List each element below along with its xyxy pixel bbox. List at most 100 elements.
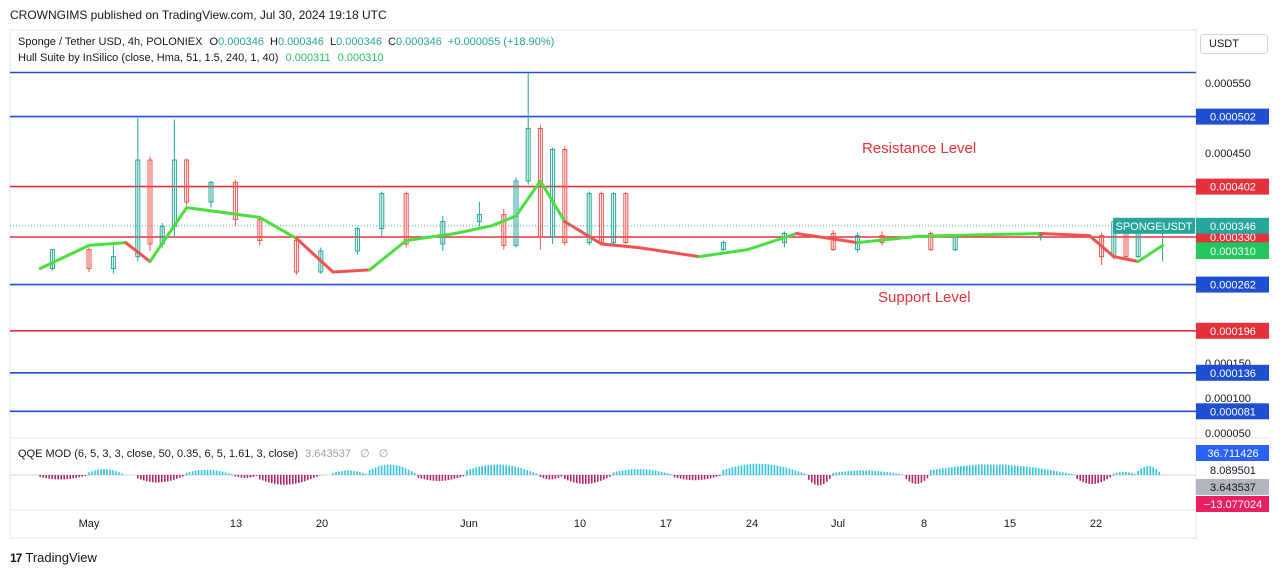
level-tag — [1196, 178, 1269, 195]
candle-body — [184, 159, 190, 203]
level-tag — [1196, 364, 1269, 381]
hull-segment — [453, 224, 494, 235]
hull-segment — [490, 214, 518, 228]
footer-brand-text: TradingView — [25, 550, 97, 565]
x-tick-label: 15 — [1004, 518, 1016, 530]
level-tag-label: 0.000081 — [1210, 406, 1256, 418]
level-tag — [1196, 403, 1269, 420]
x-tick-label: 13 — [230, 518, 242, 530]
candle-body — [86, 249, 92, 270]
candle-body — [232, 181, 238, 220]
candle-body — [550, 149, 556, 238]
candle-body — [379, 193, 385, 230]
x-tick-label: 10 — [574, 518, 586, 530]
hull-segment — [368, 239, 408, 272]
hull-segment — [38, 243, 91, 270]
hull-segment — [221, 211, 262, 219]
qqe-value: 3.643537 — [305, 448, 351, 460]
price-tag — [1196, 243, 1269, 259]
hull-segment — [1039, 232, 1091, 238]
level-tag — [1196, 108, 1269, 125]
qqe-tag-label: 8.089501 — [1210, 465, 1256, 477]
y-tick-label: 0.000550 — [1205, 78, 1251, 90]
support-label: Support Level — [878, 289, 971, 306]
qqe-tag-label: 3.643537 — [1210, 482, 1256, 494]
hull-segment — [331, 268, 372, 274]
qqe-tag — [1196, 479, 1269, 495]
symbol-tag-label: SPONGEUSDT — [1115, 221, 1192, 233]
symbol-title: Sponge / Tether USD, 4h, POLONIEX — [18, 36, 203, 48]
candle-body — [720, 242, 726, 251]
hull-segment — [746, 232, 799, 252]
hull-segment — [917, 233, 982, 238]
level-tag-label: 0.000402 — [1210, 182, 1256, 194]
hull-segment — [856, 234, 921, 245]
qqe-tag-label: −13.077024 — [1204, 499, 1262, 511]
candle-body — [135, 159, 141, 258]
hull-segment — [795, 232, 860, 245]
hull-value-1: 0.000311 — [285, 52, 331, 64]
qqe-na-1: ∅ — [360, 448, 370, 460]
qqe-legend: QQE MOD (6, 5, 3, 3, close, 50, 0.35, 6,… — [18, 447, 388, 460]
candle-body — [586, 193, 592, 244]
ohlc-c-label: C — [388, 36, 396, 48]
x-tick-label: Jul — [831, 518, 845, 530]
level-tag-label: 0.000136 — [1210, 368, 1256, 380]
candle-body — [293, 240, 299, 273]
footer-brand[interactable]: 17 TradingView — [10, 550, 97, 565]
ohlc-h-value: 0.000346 — [277, 36, 324, 48]
candle-body — [1038, 235, 1044, 238]
hull-segment — [538, 179, 567, 224]
ohlc-o-label: O — [209, 36, 219, 48]
price-tag — [1196, 217, 1269, 234]
resistance-label: Resistance Level — [862, 140, 976, 157]
hull-segment — [185, 206, 225, 214]
x-tick-label: Jun — [460, 518, 478, 530]
hull-segment — [294, 236, 335, 274]
candle-body — [440, 221, 446, 245]
candle-body — [501, 214, 507, 246]
hull-segment — [1087, 234, 1116, 259]
ohlc-l-value: 0.000346 — [336, 36, 382, 48]
x-tick-label: 24 — [746, 518, 758, 530]
candle-body — [110, 256, 116, 270]
hull-segment — [514, 179, 542, 218]
candle-body — [403, 193, 409, 245]
hull-segment — [636, 246, 701, 259]
candle-body — [830, 233, 836, 251]
x-tick-label: 8 — [921, 518, 927, 530]
candle-body — [525, 128, 531, 182]
level-tag-label: 0.000330 — [1210, 232, 1256, 244]
symbol-legend: Sponge / Tether USD, 4h, POLONIEX O0.000… — [18, 36, 557, 48]
level-tag — [1196, 322, 1269, 339]
candle-body — [611, 193, 617, 244]
hull-segment — [258, 215, 298, 240]
candle-body — [476, 214, 482, 223]
hull-segment — [1136, 243, 1165, 263]
ohlc-l-label: L — [329, 36, 337, 48]
hull-segment — [1112, 255, 1140, 263]
ohlc-h-label: H — [270, 36, 278, 48]
level-tag-label: 0.000502 — [1210, 112, 1256, 124]
x-tick-label: May — [79, 518, 100, 530]
hull-segment — [124, 241, 152, 263]
qqe-tag — [1196, 445, 1269, 461]
ohlc-c-value: 0.000346 — [395, 36, 442, 48]
currency-button[interactable]: USDT — [1200, 34, 1268, 54]
hull-title: Hull Suite by InSilico (close, Hma, 51, … — [18, 52, 279, 64]
x-tick-label: 22 — [1090, 518, 1102, 530]
candle-body — [208, 181, 214, 203]
hull-segment — [148, 206, 189, 263]
hull-segment — [87, 241, 128, 247]
price-tag-label: 0.000310 — [1210, 246, 1256, 258]
qqe-tag — [1196, 462, 1269, 478]
ohlc-change: +0.000055 (+18.90%) — [447, 36, 555, 48]
qqe-tag — [1196, 496, 1269, 512]
ohlc-o-value: 0.000346 — [218, 36, 264, 48]
y-tick-label: 0.000450 — [1205, 148, 1251, 160]
hull-legend: Hull Suite by InSilico (close, Hma, 51, … — [18, 52, 388, 64]
candle-body — [928, 233, 934, 251]
level-tag-label: 0.000262 — [1210, 280, 1256, 292]
x-tick-label: 20 — [316, 518, 328, 530]
